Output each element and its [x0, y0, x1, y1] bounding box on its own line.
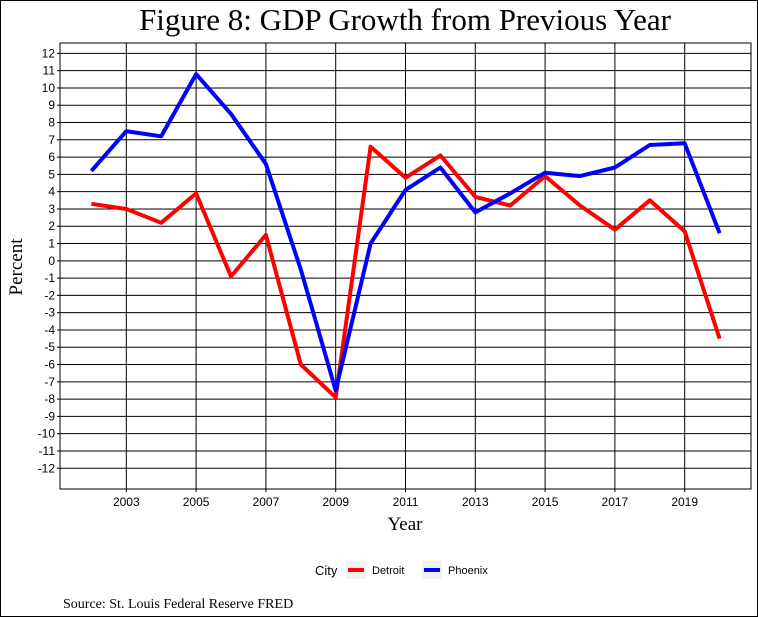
y-tick-label: 5 [48, 167, 55, 181]
grid [60, 43, 751, 489]
y-tick-label: -6 [44, 358, 55, 372]
y-tick-label: 0 [48, 254, 55, 268]
y-tick-label: -5 [44, 340, 55, 354]
x-tick-label: 2003 [113, 495, 140, 509]
x-tick-label: 2007 [253, 495, 280, 509]
legend-label-phoenix: Phoenix [448, 565, 488, 577]
y-tick-label: 2 [48, 219, 55, 233]
y-tick-label: -4 [44, 323, 55, 337]
x-tick-label: 2011 [393, 495, 419, 509]
y-tick-label: 8 [48, 116, 55, 130]
x-tick-label: 2017 [602, 495, 629, 509]
y-tick-label: 6 [48, 150, 55, 164]
series-lines [89, 72, 722, 400]
y-tick-label: -10 [38, 427, 56, 441]
chart-title: Figure 8: GDP Growth from Previous Year [139, 2, 672, 37]
x-tick-label: 2015 [532, 495, 559, 509]
y-axis-ticks: 1211109876543210-1-2-3-4-5-6-7-8-9-10-11… [38, 46, 60, 475]
y-tick-label: -12 [38, 461, 56, 475]
y-tick-label: 12 [42, 46, 56, 60]
y-tick-label: 7 [48, 133, 55, 147]
legend-title: City [315, 563, 338, 578]
x-axis-ticks: 2003 2005 2007 2009 2011 2013 2015 2017 2019 [113, 489, 698, 509]
y-tick-label: 9 [48, 98, 55, 112]
series-line-detroit [91, 144, 722, 400]
y-tick-label: 11 [43, 64, 56, 78]
y-tick-label: -3 [44, 306, 55, 320]
x-tick-label: 2005 [183, 495, 210, 509]
y-tick-label: 1 [48, 237, 55, 251]
y-tick-label: -9 [44, 409, 55, 423]
y-axis-title: Percent [6, 238, 27, 296]
y-tick-label: -1 [44, 271, 55, 285]
x-tick-label: 2019 [671, 495, 698, 509]
y-tick-label: -11 [39, 444, 56, 458]
y-tick-label: -7 [44, 375, 55, 389]
y-tick-label: -2 [44, 288, 55, 302]
source-note: Source: St. Louis Federal Reserve FRED [63, 597, 293, 612]
y-tick-label: 3 [48, 202, 55, 216]
series-line-phoenix [89, 72, 722, 393]
y-tick-label: -8 [44, 392, 55, 406]
y-tick-label: 10 [42, 81, 56, 95]
y-tick-label: 4 [48, 185, 55, 199]
x-tick-label: 2009 [322, 495, 349, 509]
legend-label-detroit: Detroit [372, 565, 404, 577]
x-tick-label: 2013 [462, 495, 489, 509]
legend: City Detroit Phoenix [315, 561, 488, 579]
x-axis-title: Year [387, 514, 423, 535]
